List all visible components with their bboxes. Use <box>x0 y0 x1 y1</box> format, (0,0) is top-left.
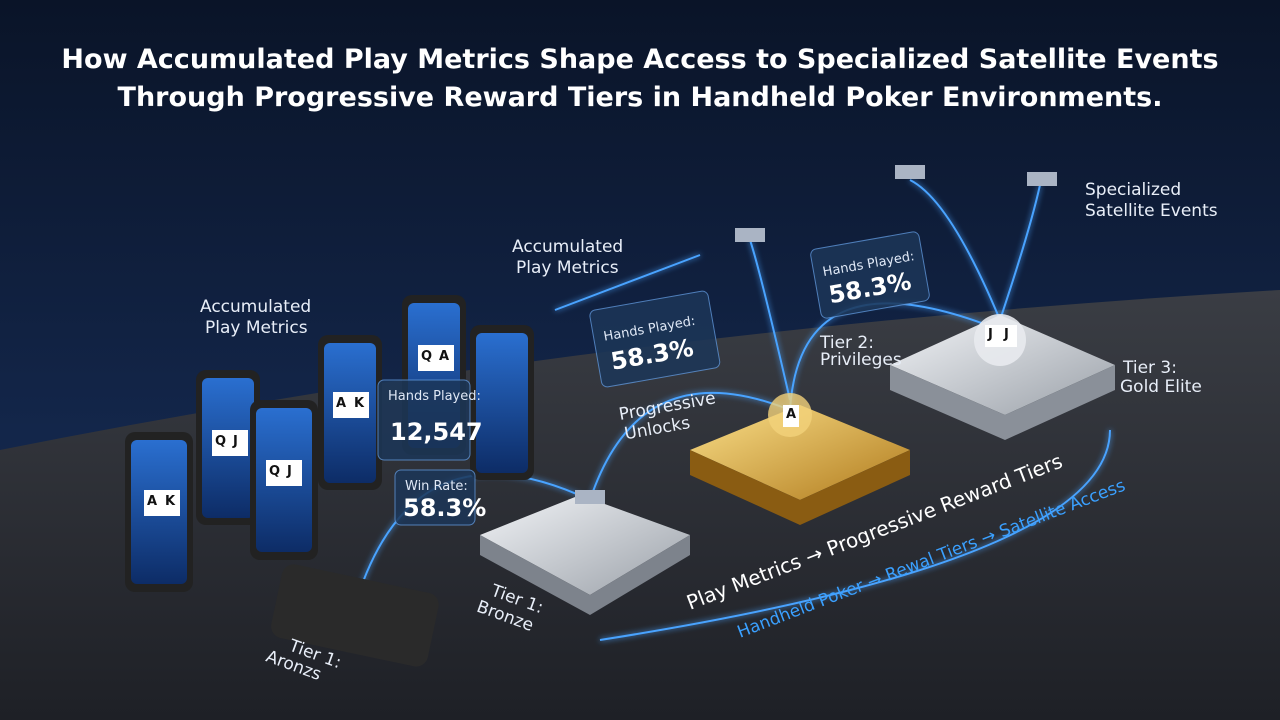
card: A <box>336 396 346 411</box>
title: Through Progressive Reward Tiers in Hand… <box>118 82 1163 113</box>
card: Q <box>269 464 280 479</box>
panels: Hands Played: 12,547 Win Rate: 58.3% Han… <box>377 231 930 526</box>
label: Satellite Events <box>1085 201 1218 221</box>
card: A <box>147 494 157 509</box>
label: Specialized <box>1085 180 1181 200</box>
card: K <box>354 396 365 411</box>
panel-label: Hands Played: <box>388 389 481 404</box>
card: J <box>286 464 292 479</box>
platform-bronze <box>480 495 690 615</box>
label: Play Metrics <box>516 258 619 278</box>
tier-label: Tier 3: <box>1122 358 1177 378</box>
title: How Accumulated Play Metrics Shape Acces… <box>61 44 1218 75</box>
tier-label: Privileges <box>820 350 902 370</box>
label: Play Metrics <box>205 318 308 338</box>
label: Accumulated <box>512 237 623 257</box>
label: Accumulated <box>200 297 311 317</box>
card: K <box>165 494 176 509</box>
card: Q <box>421 349 432 364</box>
card: A <box>439 349 449 364</box>
platform-gold <box>690 405 910 525</box>
tier-label: Gold Elite <box>1120 377 1202 397</box>
satellites <box>575 165 1057 504</box>
card: J <box>232 434 238 449</box>
card: A <box>786 407 796 422</box>
panel-value: 12,547 <box>390 418 483 446</box>
card: J <box>1003 327 1009 342</box>
card: Q <box>215 434 226 449</box>
panel-label: Win Rate: <box>405 479 468 494</box>
panel-value: 58.3% <box>403 494 486 522</box>
card: J <box>987 327 993 342</box>
tier-label: Tier 2: <box>819 333 874 353</box>
